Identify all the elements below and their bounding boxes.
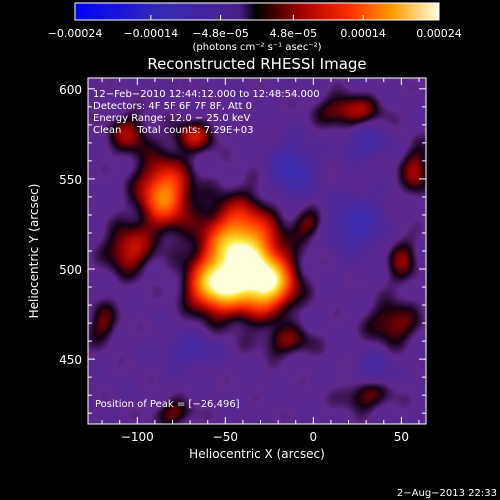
colorbar-tick-label: −4.8e−05 [192,27,249,40]
heatmap-canvas [88,78,426,424]
y-axis-label: Heliocentric Y (arcsec) [27,184,41,319]
annotation-clean-counts: Clean Total counts: 7.29E+03 [93,125,253,136]
y-axis-ticks: 450 500 550 600 [59,83,426,414]
y-tick-label: 450 [59,353,82,367]
colorbar-tick-label: −0.00024 [48,27,103,40]
x-tick-label: 50 [394,430,409,444]
colorbar-units: (photons cm⁻² s⁻¹ asec⁻²) [192,42,321,53]
chart-title: Reconstructed RHESSI Image [147,55,366,73]
colorbar-ticks: −0.00024 −0.00014 −4.8e−05 4.8e−05 0.00014 0.… [48,15,462,40]
y-tick-label: 600 [59,83,82,97]
colorbar-tick-label: 4.8e−05 [270,27,317,40]
x-axis-label: Heliocentric X (arcsec) [189,447,325,461]
y-tick-label: 500 [59,263,82,277]
annotation-detectors: Detectors: 4F 5F 6F 7F 8F, Att 0 [93,101,252,112]
annotation-time-range: 12−Feb−2010 12:44:12.000 to 12:48:54.000 [93,89,320,100]
colorbar-gradient [74,2,440,21]
colorbar-tick-label: 0.00024 [416,27,462,40]
colorbar-tick-label: −0.00014 [123,27,178,40]
x-tick-label: −50 [213,430,238,444]
x-tick-label: −100 [121,430,154,444]
heatmap-image-container [88,78,426,424]
colorbar-tick-label: 0.00014 [340,27,386,40]
peak-position-label: Position of Peak = [−26,496] [95,399,240,410]
colorbar: −0.00024 −0.00014 −4.8e−05 4.8e−05 0.00014 0.… [48,2,462,53]
y-tick-label: 550 [59,173,82,187]
annotations: 12−Feb−2010 12:44:12.000 to 12:48:54.000… [93,89,320,410]
footer-date: 2−Aug−2013 22:33 [397,488,497,499]
x-axis-ticks: −100 −50 0 50 [101,78,420,444]
x-tick-label: 0 [310,430,318,444]
annotation-energy-range: Energy Range: 12.0 − 25.0 keV [93,113,250,124]
